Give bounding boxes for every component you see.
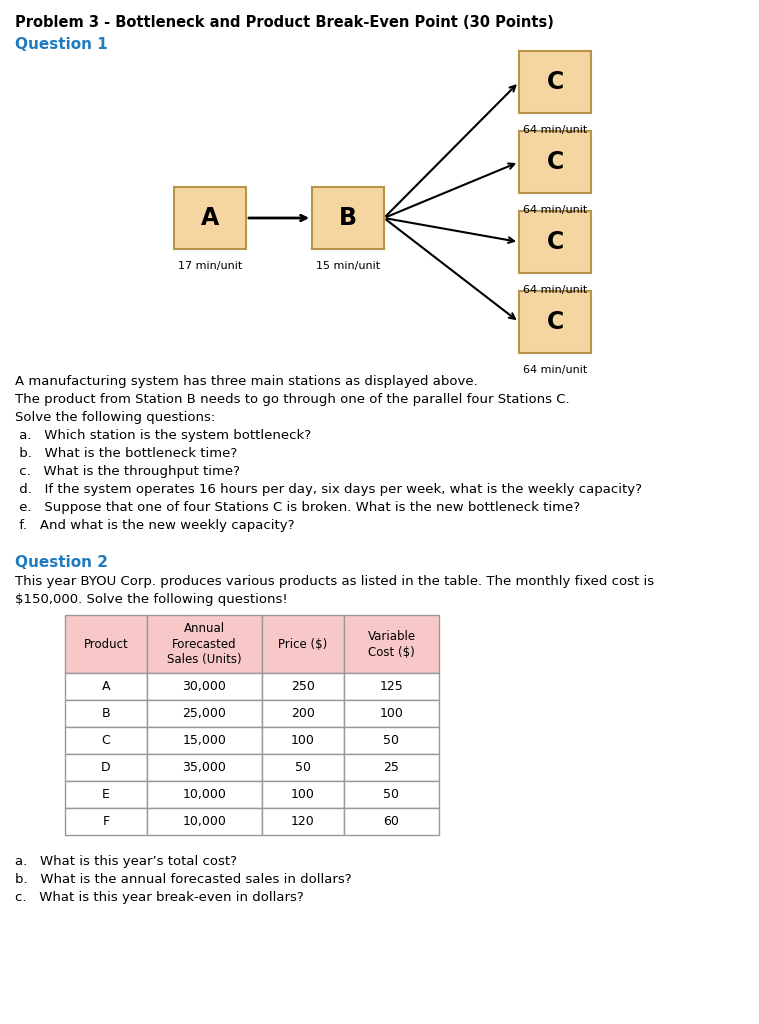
Bar	[519, 291, 591, 353]
Text: a.   Which station is the system bottleneck?: a. Which station is the system bottlenec…	[15, 429, 311, 442]
Bar	[262, 727, 344, 754]
Bar	[344, 700, 439, 727]
Text: Product: Product	[83, 638, 128, 650]
Text: A manufacturing system has three main stations as displayed above.: A manufacturing system has three main st…	[15, 375, 477, 388]
Bar	[344, 673, 439, 700]
Text: 30,000: 30,000	[183, 680, 226, 693]
Text: 64 min/unit: 64 min/unit	[523, 285, 587, 295]
Text: 17 min/unit: 17 min/unit	[178, 261, 242, 271]
Text: 120: 120	[291, 815, 315, 828]
Text: Price ($): Price ($)	[279, 638, 328, 650]
Bar	[262, 754, 344, 781]
Bar	[519, 131, 591, 193]
Text: 50: 50	[383, 788, 399, 801]
Bar	[262, 673, 344, 700]
Text: A: A	[201, 206, 219, 230]
Text: 15,000: 15,000	[183, 734, 226, 746]
Text: 64 min/unit: 64 min/unit	[523, 205, 587, 215]
Text: 25,000: 25,000	[183, 707, 226, 720]
Bar	[65, 673, 147, 700]
Text: Solve the following questions:: Solve the following questions:	[15, 411, 216, 424]
Text: 50: 50	[383, 734, 399, 746]
Text: A: A	[102, 680, 110, 693]
Text: C: C	[546, 150, 564, 174]
Text: 100: 100	[291, 734, 315, 746]
Text: 64 min/unit: 64 min/unit	[523, 125, 587, 135]
Bar	[344, 615, 439, 673]
Bar	[262, 808, 344, 835]
Bar	[344, 754, 439, 781]
Text: 200: 200	[291, 707, 315, 720]
Text: F: F	[102, 815, 109, 828]
Text: 250: 250	[291, 680, 315, 693]
Bar	[65, 727, 147, 754]
Text: 50: 50	[295, 761, 311, 774]
Text: 60: 60	[383, 815, 399, 828]
Text: B: B	[339, 206, 357, 230]
Bar	[65, 700, 147, 727]
Text: Question 1: Question 1	[15, 37, 108, 52]
Bar	[147, 808, 262, 835]
Bar	[262, 615, 344, 673]
Bar	[312, 187, 384, 249]
Bar	[344, 808, 439, 835]
Bar	[344, 781, 439, 808]
Bar	[519, 51, 591, 113]
Bar	[147, 781, 262, 808]
Text: Problem 3 - Bottleneck and Product Break-Even Point (30 Points): Problem 3 - Bottleneck and Product Break…	[15, 15, 554, 30]
Bar	[262, 781, 344, 808]
Text: $150,000. Solve the following questions!: $150,000. Solve the following questions!	[15, 593, 288, 606]
Text: c.   What is this year break-even in dollars?: c. What is this year break-even in dolla…	[15, 891, 304, 904]
Text: 25: 25	[383, 761, 399, 774]
Text: 35,000: 35,000	[183, 761, 226, 774]
Bar	[147, 673, 262, 700]
Text: C: C	[546, 230, 564, 254]
Text: d.   If the system operates 16 hours per day, six days per week, what is the wee: d. If the system operates 16 hours per d…	[15, 483, 642, 496]
Text: e.   Suppose that one of four Stations C is broken. What is the new bottleneck t: e. Suppose that one of four Stations C i…	[15, 501, 580, 514]
Text: D: D	[101, 761, 111, 774]
Text: a.   What is this year’s total cost?: a. What is this year’s total cost?	[15, 855, 237, 868]
Bar	[65, 615, 147, 673]
Bar	[147, 700, 262, 727]
Text: f.   And what is the new weekly capacity?: f. And what is the new weekly capacity?	[15, 519, 294, 532]
Text: Variable
Cost ($): Variable Cost ($)	[367, 630, 416, 658]
Text: The product from Station B needs to go through one of the parallel four Stations: The product from Station B needs to go t…	[15, 393, 569, 406]
Text: C: C	[546, 310, 564, 334]
Text: b.   What is the annual forecasted sales in dollars?: b. What is the annual forecasted sales i…	[15, 873, 351, 886]
Bar	[519, 211, 591, 273]
Text: C: C	[102, 734, 110, 746]
Text: E: E	[102, 788, 110, 801]
Text: 10,000: 10,000	[183, 815, 226, 828]
Bar	[65, 781, 147, 808]
Text: 10,000: 10,000	[183, 788, 226, 801]
Bar	[344, 727, 439, 754]
Bar	[147, 727, 262, 754]
Text: 64 min/unit: 64 min/unit	[523, 365, 587, 375]
Text: 100: 100	[380, 707, 404, 720]
Text: This year BYOU Corp. produces various products as listed in the table. The month: This year BYOU Corp. produces various pr…	[15, 575, 654, 588]
Text: C: C	[546, 70, 564, 94]
Text: B: B	[102, 707, 110, 720]
Text: 15 min/unit: 15 min/unit	[316, 261, 380, 271]
Bar	[65, 808, 147, 835]
Text: b.   What is the bottleneck time?: b. What is the bottleneck time?	[15, 447, 238, 460]
Bar	[147, 754, 262, 781]
Bar	[65, 754, 147, 781]
Text: 100: 100	[291, 788, 315, 801]
Bar	[147, 615, 262, 673]
Text: Question 2: Question 2	[15, 555, 108, 570]
Text: 125: 125	[380, 680, 403, 693]
Bar	[262, 700, 344, 727]
Bar	[174, 187, 246, 249]
Text: c.   What is the throughput time?: c. What is the throughput time?	[15, 465, 240, 478]
Text: Annual
Forecasted
Sales (Units): Annual Forecasted Sales (Units)	[167, 622, 242, 667]
